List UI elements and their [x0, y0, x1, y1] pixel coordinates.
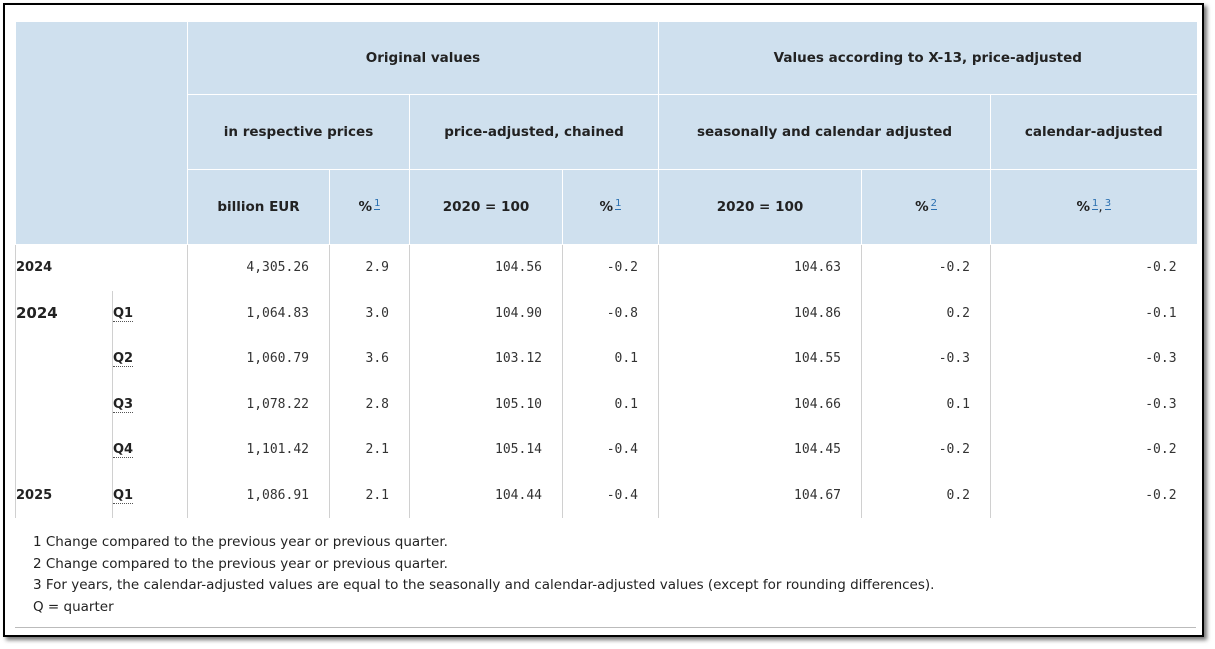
- year-cell: 2024: [15, 290, 113, 336]
- value-cell: 1,101.42: [187, 427, 330, 473]
- pct-header-1: % 1: [329, 169, 410, 245]
- pct-label: %: [358, 199, 373, 215]
- table-row: 2024 4,305.26 2.9 104.56 -0.2 104.63 -0.…: [15, 244, 1197, 291]
- value-cell: 4,305.26: [187, 244, 330, 291]
- pct-header-3: % 2: [861, 169, 991, 245]
- footnotes: 1 Change compared to the previous year o…: [33, 532, 934, 618]
- table-row: 2024 Q1 1,064.83 3.0 104.90 -0.8 104.86 …: [15, 290, 1197, 336]
- value-cell: 2.1: [329, 427, 410, 473]
- value-cell: 1,078.22: [187, 381, 330, 427]
- value-cell: 3.6: [329, 336, 410, 382]
- billion-eur-header: billion EUR: [187, 169, 330, 245]
- quarter-label[interactable]: Q2: [113, 351, 134, 368]
- footnote-1: 1 Change compared to the previous year o…: [33, 534, 448, 550]
- value-cell: -0.2: [990, 244, 1197, 291]
- value-cell: 1,064.83: [187, 290, 330, 336]
- footnote-quarter: Q = quarter: [33, 598, 114, 615]
- footnote-link-1[interactable]: 1: [374, 198, 381, 210]
- value-cell: 2.9: [329, 244, 410, 291]
- table-row: Q4 1,101.42 2.1 105.14 -0.4 104.45 -0.2 …: [15, 427, 1197, 473]
- pct-label: %: [915, 199, 929, 215]
- footnote-link-1[interactable]: 1: [615, 198, 622, 210]
- year-cell: 2024: [15, 244, 188, 291]
- quarter-label[interactable]: Q4: [113, 442, 134, 459]
- value-cell: -0.2: [561, 244, 659, 291]
- comma-separator: ,: [1098, 199, 1103, 215]
- value-cell: 0.2: [861, 472, 991, 518]
- year-cell: [15, 336, 113, 382]
- value-cell: -0.4: [561, 427, 659, 473]
- quarter-label[interactable]: Q1: [113, 487, 134, 504]
- pct-header-4: % 1, 3: [990, 169, 1197, 245]
- value-cell: 104.66: [658, 381, 862, 427]
- value-cell: 104.63: [658, 244, 862, 291]
- value-cell: 104.44: [409, 472, 563, 518]
- value-cell: -0.3: [990, 336, 1197, 382]
- stub-header: [15, 22, 188, 245]
- index-2020-header-1: 2020 = 100: [409, 169, 563, 245]
- value-cell: -0.2: [861, 427, 991, 473]
- value-cell: -0.3: [861, 336, 991, 382]
- year-cell: [15, 427, 113, 473]
- quarter-cell[interactable]: Q4: [112, 427, 188, 473]
- price-adjusted-chained-header: price-adjusted, chained: [408, 94, 659, 170]
- value-cell: 104.90: [409, 290, 563, 336]
- footnote-link-2[interactable]: 2: [930, 198, 937, 210]
- bottom-divider: [15, 627, 1196, 628]
- table-row: Q3 1,078.22 2.8 105.10 0.1 104.66 0.1 -0…: [15, 381, 1197, 427]
- index-2020-header-2: 2020 = 100: [658, 169, 862, 245]
- value-cell: 104.86: [658, 290, 862, 336]
- value-cell: -0.2: [990, 427, 1197, 473]
- footnote-2: 2 Change compared to the previous year o…: [33, 555, 448, 572]
- pct-label: %: [1076, 199, 1091, 215]
- value-cell: 1,086.91: [187, 472, 330, 518]
- value-cell: 3.0: [329, 290, 410, 336]
- quarter-cell[interactable]: Q1: [112, 290, 188, 336]
- footnote-link-1[interactable]: 1: [1092, 198, 1099, 210]
- x13-values-header: Values according to X-13, price-adjusted: [658, 22, 1197, 95]
- value-cell: 104.45: [658, 427, 862, 473]
- gdp-table: Original values Values according to X-13…: [15, 22, 1197, 518]
- seasonally-calendar-adjusted-header: seasonally and calendar adjusted: [658, 94, 991, 170]
- original-values-header: Original values: [186, 22, 659, 95]
- pct-header-2: % 1: [561, 169, 659, 245]
- quarter-label[interactable]: Q3: [113, 396, 134, 413]
- year-cell: [15, 381, 113, 427]
- table-row: 2025 Q1 1,086.91 2.1 104.44 -0.4 104.67 …: [15, 472, 1197, 518]
- quarter-cell[interactable]: Q1: [112, 472, 188, 518]
- value-cell: 105.14: [409, 427, 563, 473]
- value-cell: 0.1: [561, 336, 659, 382]
- quarter-cell[interactable]: Q3: [112, 381, 188, 427]
- value-cell: -0.4: [561, 472, 659, 518]
- value-cell: -0.1: [990, 290, 1197, 336]
- respective-prices-header: in respective prices: [187, 94, 410, 170]
- quarter-label[interactable]: Q1: [113, 305, 134, 322]
- quarter-cell[interactable]: Q2: [112, 336, 188, 382]
- value-cell: -0.3: [990, 381, 1197, 427]
- value-cell: 2.1: [329, 472, 410, 518]
- value-cell: 1,060.79: [187, 336, 330, 382]
- value-cell: 104.55: [658, 336, 862, 382]
- footnote-3: 3 For years, the calendar-adjusted value…: [33, 577, 935, 593]
- value-cell: 0.1: [861, 381, 991, 427]
- value-cell: -0.2: [861, 244, 991, 291]
- value-cell: 103.12: [409, 336, 563, 382]
- value-cell: 0.2: [861, 290, 991, 336]
- calendar-adjusted-header: calendar-adjusted: [990, 94, 1197, 170]
- table-row: Q2 1,060.79 3.6 103.12 0.1 104.55 -0.3 -…: [15, 336, 1197, 382]
- value-cell: 104.67: [658, 472, 862, 518]
- value-cell: -0.2: [990, 472, 1197, 518]
- value-cell: -0.8: [561, 290, 659, 336]
- value-cell: 104.56: [409, 244, 563, 291]
- pct-label: %: [599, 199, 614, 215]
- footnote-link-3[interactable]: 3: [1104, 198, 1112, 210]
- value-cell: 0.1: [561, 381, 659, 427]
- year-cell: 2025: [15, 472, 113, 518]
- value-cell: 105.10: [409, 381, 563, 427]
- value-cell: 2.8: [329, 381, 410, 427]
